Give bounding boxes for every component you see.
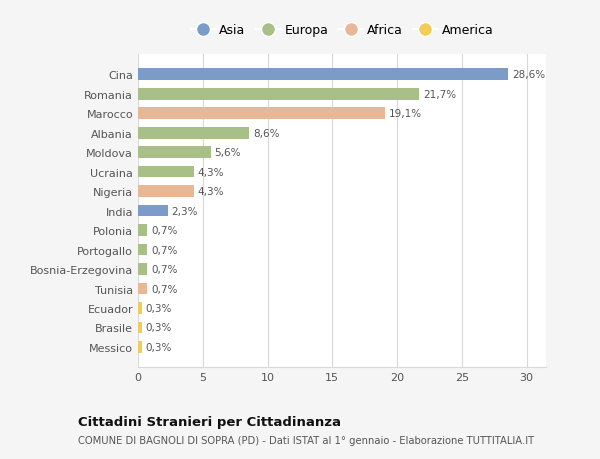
Text: 19,1%: 19,1%: [389, 109, 422, 119]
Bar: [138, 244, 147, 256]
Bar: [138, 263, 147, 275]
Text: 0,7%: 0,7%: [151, 225, 178, 235]
Legend: Asia, Europa, Africa, America: Asia, Europa, Africa, America: [191, 24, 493, 37]
Bar: [138, 225, 147, 236]
Text: 0,3%: 0,3%: [146, 323, 172, 333]
Text: COMUNE DI BAGNOLI DI SOPRA (PD) - Dati ISTAT al 1° gennaio - Elaborazione TUTTIT: COMUNE DI BAGNOLI DI SOPRA (PD) - Dati I…: [78, 435, 534, 445]
Text: 0,7%: 0,7%: [151, 245, 178, 255]
Text: 0,7%: 0,7%: [151, 264, 178, 274]
Text: 0,7%: 0,7%: [151, 284, 178, 294]
Bar: [138, 186, 194, 197]
Bar: [138, 89, 419, 101]
Text: 2,3%: 2,3%: [172, 206, 198, 216]
Bar: [138, 69, 508, 81]
Text: 5,6%: 5,6%: [214, 148, 241, 158]
Bar: [138, 147, 211, 159]
Bar: [138, 167, 194, 178]
Text: 0,3%: 0,3%: [146, 342, 172, 352]
Bar: [138, 302, 142, 314]
Bar: [138, 205, 168, 217]
Text: Cittadini Stranieri per Cittadinanza: Cittadini Stranieri per Cittadinanza: [78, 415, 341, 428]
Bar: [138, 322, 142, 334]
Text: 4,3%: 4,3%: [197, 167, 224, 177]
Bar: [138, 128, 250, 139]
Text: 8,6%: 8,6%: [253, 129, 280, 139]
Bar: [138, 108, 385, 120]
Text: 4,3%: 4,3%: [197, 187, 224, 197]
Bar: [138, 341, 142, 353]
Bar: [138, 283, 147, 295]
Text: 21,7%: 21,7%: [423, 90, 456, 100]
Text: 28,6%: 28,6%: [512, 70, 545, 80]
Text: 0,3%: 0,3%: [146, 303, 172, 313]
